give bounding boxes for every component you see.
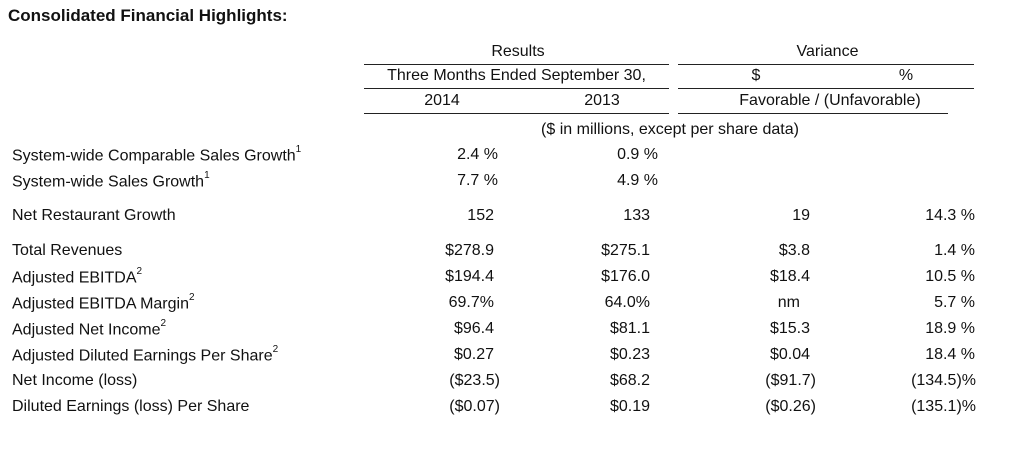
value-2013: $0.19 [609, 398, 650, 415]
footnote-marker: 2 [160, 318, 167, 329]
value-2013: $68.2 [609, 372, 650, 389]
row-label: Diluted Earnings (loss) Per Share [12, 398, 250, 415]
variance-dollar: $0.04 [769, 346, 810, 363]
footnote-marker: 2 [136, 266, 143, 277]
value-2014: ($23.5) [449, 372, 500, 389]
year-rule [364, 113, 669, 114]
favorable-header: Favorable / (Unfavorable) [739, 92, 921, 109]
row-label: System-wide Sales Growth [12, 173, 205, 191]
period-header: Three Months Ended September 30, [387, 67, 646, 84]
row-label: Adjusted Net Income [12, 321, 161, 339]
value-2014: ($0.07) [449, 398, 500, 415]
value-2014: 2.4 % [457, 146, 498, 163]
variance-dollar: $15.3 [769, 320, 810, 337]
year-2014-header: 2014 [424, 92, 460, 109]
variance-rule [678, 64, 974, 65]
value-2014: $194.4 [445, 268, 494, 285]
footnote-marker: 1 [295, 144, 302, 155]
value-2013: 133 [623, 207, 650, 224]
value-2013: $0.23 [609, 346, 650, 363]
value-2013: 0.9 % [617, 146, 658, 163]
percent-header: % [898, 67, 914, 84]
value-2013: $81.1 [609, 320, 650, 337]
variance-percent: 18.9 % [925, 320, 975, 337]
footnote-marker: 1 [204, 170, 210, 181]
footnote-marker: 2 [188, 292, 195, 303]
row-label: Adjusted Diluted Earnings Per Share [12, 347, 273, 365]
variance-percent: (134.5)% [911, 372, 976, 389]
year-2013-header: 2013 [584, 92, 620, 109]
value-2013: 64.0% [604, 294, 650, 311]
value-2013: $176.0 [601, 268, 650, 285]
page-title: Consolidated Financial Highlights: [8, 6, 288, 25]
value-2013: 4.9 % [617, 172, 658, 189]
row-label: Net Income (loss) [12, 372, 138, 389]
row-label: Net Restaurant Growth [12, 207, 176, 224]
row-label: Total Revenues [12, 242, 123, 259]
units-note: ($ in millions, except per share data) [541, 121, 799, 138]
variance-dollar: ($0.26) [765, 398, 816, 415]
value-2014: 7.7 % [457, 172, 498, 189]
value-2013: $275.1 [601, 242, 650, 259]
period-rule [364, 88, 669, 89]
results-header: Results [491, 43, 545, 60]
variance-percent: 10.5 % [925, 268, 975, 285]
dollar-percent-rule [678, 88, 974, 89]
value-2014: $96.4 [453, 320, 494, 337]
row-label: Adjusted EBITDA Margin [12, 295, 189, 313]
variance-dollar: $18.4 [769, 268, 810, 285]
value-2014: $0.27 [453, 346, 494, 363]
favorable-rule [678, 113, 948, 114]
variance-dollar: 19 [792, 207, 810, 224]
variance-dollar: ($91.7) [765, 372, 816, 389]
variance-percent: (135.1)% [911, 398, 976, 415]
variance-header: Variance [796, 43, 859, 60]
variance-dollar: $3.8 [778, 242, 810, 259]
variance-dollar: nm [777, 294, 800, 311]
row-label: Adjusted EBITDA [12, 269, 137, 287]
row-label: System-wide Comparable Sales Growth [12, 147, 296, 165]
value-2014: 69.7% [448, 294, 494, 311]
dollar-header: $ [751, 67, 761, 84]
value-2014: 152 [467, 207, 494, 224]
variance-percent: 18.4 % [925, 346, 975, 363]
variance-percent: 1.4 % [934, 242, 975, 259]
results-rule [364, 64, 669, 65]
variance-percent: 14.3 % [925, 207, 975, 224]
value-2014: $278.9 [445, 242, 494, 259]
variance-percent: 5.7 % [934, 294, 975, 311]
footnote-marker: 2 [272, 344, 279, 355]
